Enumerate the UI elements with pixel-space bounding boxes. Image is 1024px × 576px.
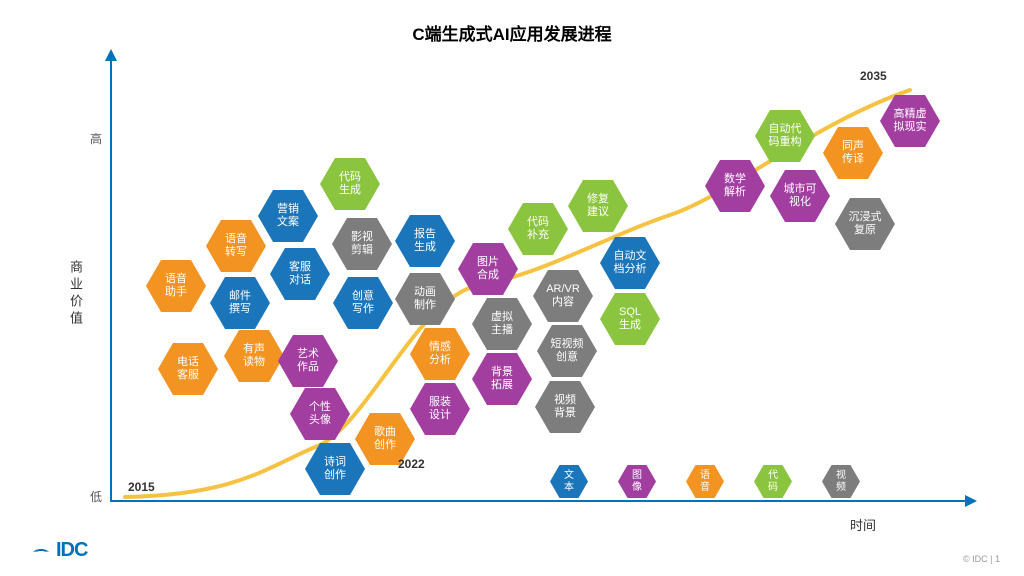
- chart-area: 语音助手电话客服 语音转写邮件撰写有声读物 营销文案客服对话艺术作品个性头像诗词创作…: [110, 55, 980, 515]
- hex-node-n25: 视频背景: [535, 381, 595, 433]
- hex-node-n34: 高精虚拟现实: [880, 95, 940, 147]
- hex-node-n10: 诗词创作: [305, 443, 365, 495]
- hex-node-n24: 短视频创意: [537, 325, 597, 377]
- hex-node-n2: 电话客服: [158, 343, 218, 395]
- legend-swatch-video: 视频: [822, 465, 860, 498]
- y-axis-high-label: 高: [90, 130, 102, 147]
- hex-node-n8: 艺术作品: [278, 335, 338, 387]
- hex-node-n26: 修复建议: [568, 180, 628, 232]
- x-axis-title: 时间: [850, 515, 876, 534]
- legend-item-image: 图像: [618, 465, 656, 498]
- hex-node-n7: 客服对话: [270, 248, 330, 300]
- y-axis-arrow-icon: [105, 49, 117, 61]
- hex-node-n17: 情感分析: [410, 328, 470, 380]
- idc-logo: IDC: [30, 539, 87, 562]
- hex-node-n5: 有声读物: [224, 330, 284, 382]
- hex-node-n31: 城市可视化: [770, 170, 830, 222]
- legend-item-text: 文本: [550, 465, 588, 498]
- hex-node-n27: 自动文档分析: [600, 237, 660, 289]
- legend-item-code: 代码: [754, 465, 792, 498]
- hex-node-n18: 服装设计: [410, 383, 470, 435]
- hex-node-n21: 背景拓展: [472, 353, 532, 405]
- hex-node-n4: 邮件撰写: [210, 277, 270, 329]
- hex-node-n3: 语音转写: [206, 220, 266, 272]
- hex-node-n32: 同声传译: [823, 127, 883, 179]
- y-axis-line: [110, 55, 112, 500]
- year-2022-label: 2022: [398, 457, 425, 471]
- hex-node-n19: 图片合成: [458, 243, 518, 295]
- idc-logo-text: IDC: [56, 539, 87, 562]
- hex-node-n6: 营销文案: [258, 190, 318, 242]
- x-axis-line: [110, 500, 965, 502]
- hex-node-n15: 报告生成: [395, 215, 455, 267]
- footer-text: © IDC | 1: [963, 554, 1000, 564]
- y-axis-title: 商业价值: [66, 260, 85, 328]
- chart-title: C端生成式AI应用发展进程: [412, 20, 611, 45]
- legend: 文本图像语音代码视频: [550, 465, 860, 498]
- hex-node-n11: 代码生成: [320, 158, 380, 210]
- hex-node-n16: 动画制作: [395, 273, 455, 325]
- legend-swatch-image: 图像: [618, 465, 656, 498]
- y-axis-low-label: 低: [90, 488, 102, 505]
- year-2035-label: 2035: [860, 69, 887, 83]
- hex-node-n29: 数学解析: [705, 160, 765, 212]
- legend-swatch-code: 代码: [754, 465, 792, 498]
- legend-item-voice: 语音: [686, 465, 724, 498]
- legend-swatch-text: 文本: [550, 465, 588, 498]
- legend-item-video: 视频: [822, 465, 860, 498]
- hex-node-n12: 影视剪辑: [332, 218, 392, 270]
- hex-node-n28: SQL生成: [600, 293, 660, 345]
- hex-node-n1: 语音助手: [146, 260, 206, 312]
- hex-node-n13: 创意写作: [333, 277, 393, 329]
- hex-node-n9: 个性头像: [290, 388, 350, 440]
- hex-node-n20: 虚拟主播: [472, 298, 532, 350]
- idc-logo-icon: [30, 540, 52, 562]
- hex-node-n30: 自动代码重构: [755, 110, 815, 162]
- hex-node-n22: 代码补充: [508, 203, 568, 255]
- year-2015-label: 2015: [128, 480, 155, 494]
- legend-swatch-voice: 语音: [686, 465, 724, 498]
- hex-node-n33: 沉浸式复原: [835, 198, 895, 250]
- x-axis-arrow-icon: [965, 495, 977, 507]
- hex-node-n23: AR/VR内容: [533, 270, 593, 322]
